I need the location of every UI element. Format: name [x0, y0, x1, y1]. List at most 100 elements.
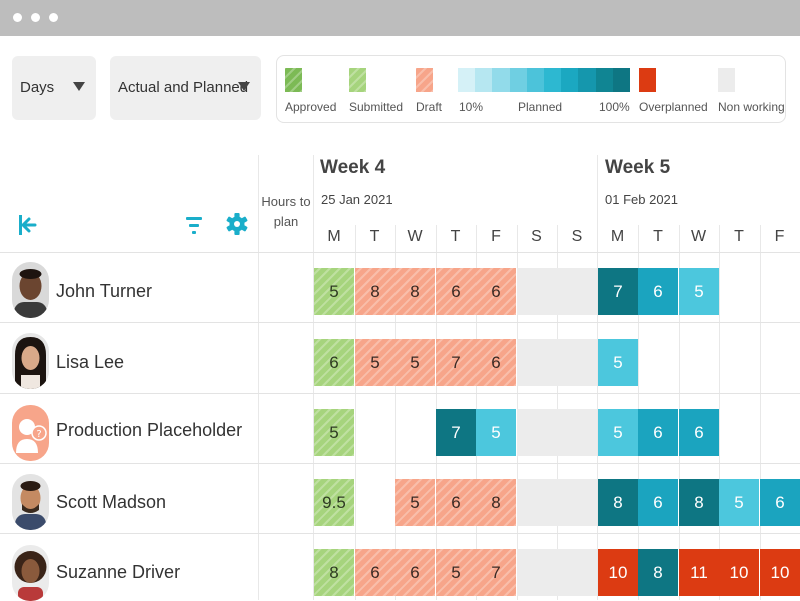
hours-cell[interactable]: 6	[476, 339, 516, 386]
grid-divider	[719, 225, 720, 600]
grid-divider	[313, 155, 314, 600]
non-working-cell	[557, 479, 597, 526]
window-titlebar	[0, 0, 800, 36]
day-column-header: M	[610, 228, 625, 245]
hours-cell[interactable]: 10	[719, 549, 759, 596]
hours-cell[interactable]: 8	[355, 268, 395, 315]
hours-cell[interactable]: 8	[598, 479, 638, 526]
hours-cell[interactable]: 6	[760, 479, 800, 526]
hours-cell[interactable]: 5	[436, 549, 476, 596]
hours-cell[interactable]: 5	[598, 339, 638, 386]
non-working-cell	[517, 479, 557, 526]
person-name[interactable]: Production Placeholder	[56, 420, 243, 440]
grid-divider	[355, 225, 356, 600]
window-control-dot[interactable]	[49, 13, 58, 22]
filter-icon[interactable]	[185, 214, 203, 236]
hours-cell[interactable]: 8	[679, 479, 719, 526]
draft-swatch	[416, 68, 433, 92]
avatar	[12, 474, 49, 530]
view-select[interactable]: Actual and Planned	[110, 56, 261, 120]
legend-non-working: Non working	[718, 100, 785, 114]
person-name[interactable]: Scott Madson	[56, 492, 167, 512]
hours-to-plan-header: Hours to plan	[261, 194, 311, 229]
person-name[interactable]: John Turner	[56, 281, 153, 301]
hours-cell[interactable]: 7	[598, 268, 638, 315]
planned-scale-step	[475, 68, 493, 92]
hours-cell[interactable]: 6	[314, 339, 354, 386]
legend-draft: Draft	[416, 100, 443, 114]
hours-cell[interactable]: 8	[395, 268, 435, 315]
planned-gradient-scale	[458, 68, 631, 92]
hours-cell[interactable]: 5	[314, 409, 354, 456]
hours-cell[interactable]: 5	[476, 409, 516, 456]
hours-cell[interactable]: 5	[679, 268, 719, 315]
hours-cell[interactable]: 6	[638, 409, 678, 456]
chevron-down-icon	[73, 82, 85, 91]
chevron-down-icon	[238, 82, 250, 91]
grid-row-divider	[0, 252, 800, 253]
planned-scale-step	[509, 68, 527, 92]
grid-row-divider	[0, 533, 800, 534]
day-column-header: M	[327, 228, 341, 245]
avatar	[12, 262, 49, 318]
window-control-dot[interactable]	[13, 13, 22, 22]
planned-scale-step	[561, 68, 579, 92]
collapse-left-icon[interactable]	[18, 214, 38, 236]
hours-cell[interactable]: 9.5	[314, 479, 354, 526]
hours-cell[interactable]: 7	[436, 409, 476, 456]
hours-cell[interactable]: 5	[355, 339, 395, 386]
day-column-header: T	[734, 228, 744, 245]
non-working-cell	[517, 409, 557, 456]
hours-cell[interactable]: 6	[436, 268, 476, 315]
hours-cell[interactable]: 6	[476, 268, 516, 315]
hours-cell[interactable]: 7	[436, 339, 476, 386]
hours-cell[interactable]: 6	[638, 268, 678, 315]
hours-cell[interactable]: 7	[476, 549, 516, 596]
hours-cell[interactable]: 6	[679, 409, 719, 456]
hours-cell[interactable]: 6	[355, 549, 395, 596]
legend-planned-min: 10%	[459, 100, 484, 114]
person-name[interactable]: Lisa Lee	[56, 352, 125, 372]
day-column-header: T	[369, 228, 380, 245]
period-select[interactable]: Days	[12, 56, 96, 120]
hours-cell[interactable]: 8	[314, 549, 354, 596]
legend-planned-max: 100%	[599, 100, 630, 114]
hours-cell[interactable]: 6	[638, 479, 678, 526]
non-working-cell	[517, 549, 557, 596]
gear-icon[interactable]	[225, 210, 249, 238]
week-title: Week 5	[605, 157, 671, 178]
planned-scale-step	[578, 68, 596, 92]
hours-cell[interactable]: 10	[760, 549, 800, 596]
grid-divider	[760, 225, 761, 600]
grid-row-divider	[0, 463, 800, 464]
hours-cell[interactable]: 11	[679, 549, 719, 596]
day-column-header: F	[774, 228, 785, 245]
non-working-swatch	[718, 68, 735, 92]
period-select-value: Days	[20, 79, 55, 96]
day-column-header: W	[407, 228, 423, 245]
hours-cell[interactable]: 5	[598, 409, 638, 456]
view-select-value: Actual and Planned	[118, 79, 249, 96]
day-column-header: W	[690, 228, 707, 245]
planned-scale-step	[544, 68, 562, 92]
hours-cell[interactable]: 8	[476, 479, 516, 526]
avatar	[12, 545, 49, 601]
day-column-header: T	[450, 228, 461, 245]
legend-approved: Approved	[285, 100, 337, 114]
hours-cell[interactable]: 8	[638, 549, 678, 596]
legend-planned: Planned	[518, 100, 563, 114]
hours-cell[interactable]: 6	[436, 479, 476, 526]
window-control-dot[interactable]	[31, 13, 40, 22]
hours-cell[interactable]: 10	[598, 549, 638, 596]
planned-scale-step	[612, 68, 631, 92]
submitted-swatch	[349, 68, 366, 92]
approved-swatch	[285, 68, 302, 92]
hours-cell[interactable]: 5	[719, 479, 759, 526]
non-working-cell	[517, 339, 557, 386]
hours-cell[interactable]: 5	[395, 339, 435, 386]
hours-cell[interactable]: 5	[314, 268, 354, 315]
person-name[interactable]: Suzanne Driver	[56, 562, 181, 582]
hours-cell[interactable]: 6	[395, 549, 435, 596]
planned-scale-step	[595, 68, 613, 92]
hours-cell[interactable]: 5	[395, 479, 435, 526]
